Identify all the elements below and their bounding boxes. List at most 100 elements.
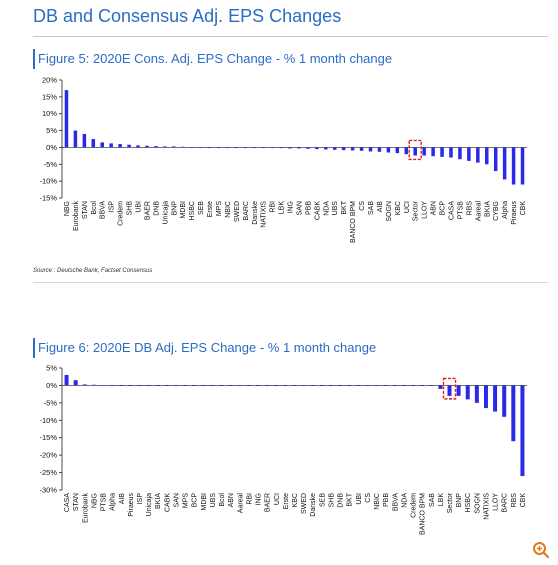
bar bbox=[207, 147, 212, 149]
bar bbox=[404, 147, 409, 155]
x-tick-label: ABN bbox=[431, 201, 438, 215]
x-tick-label: BKIA bbox=[484, 201, 491, 217]
bar bbox=[137, 385, 142, 387]
x-tick-label: BCP bbox=[192, 493, 199, 508]
bar bbox=[109, 143, 113, 148]
x-tick-label: Danske bbox=[310, 493, 317, 517]
bar bbox=[279, 147, 283, 149]
y-tick-label: -15% bbox=[39, 194, 57, 203]
zoom-in-icon[interactable] bbox=[532, 541, 550, 559]
x-tick-label: Eurobank bbox=[73, 201, 80, 231]
x-tick-label: Sector bbox=[447, 492, 454, 513]
bar bbox=[431, 147, 435, 157]
x-tick-label: ISP bbox=[137, 493, 144, 505]
bar bbox=[64, 374, 69, 386]
bar bbox=[467, 147, 471, 161]
bar bbox=[386, 147, 391, 153]
x-tick-label: RBI bbox=[246, 493, 253, 505]
bar bbox=[228, 385, 233, 387]
bar bbox=[332, 147, 337, 150]
x-tick-label: PBB bbox=[383, 493, 390, 507]
bar bbox=[483, 385, 488, 409]
x-tick-label: UBI bbox=[356, 493, 363, 505]
bar bbox=[395, 147, 400, 154]
highlight-box bbox=[408, 139, 422, 161]
bar bbox=[189, 147, 194, 148]
y-tick-label: 15% bbox=[42, 92, 57, 101]
bar bbox=[73, 130, 78, 148]
bar bbox=[127, 144, 131, 148]
x-tick-label: Aareal bbox=[237, 493, 244, 514]
x-tick-label: LLOY bbox=[493, 493, 500, 511]
x-tick-label: UBS bbox=[210, 493, 217, 508]
bar bbox=[347, 385, 352, 387]
x-tick-label: Unicaja bbox=[162, 201, 169, 224]
x-tick-label: MDBI bbox=[180, 201, 187, 219]
x-tick-label: STAN bbox=[82, 201, 89, 219]
bar bbox=[502, 385, 507, 417]
highlight-box bbox=[442, 377, 457, 400]
bar bbox=[520, 385, 525, 477]
bar bbox=[288, 147, 292, 149]
x-tick-label: SEB bbox=[198, 201, 205, 215]
bar bbox=[485, 147, 489, 165]
bar bbox=[146, 385, 151, 387]
bar bbox=[180, 146, 185, 148]
x-tick-label: NBG bbox=[64, 201, 71, 216]
bar bbox=[368, 147, 373, 152]
y-tick-label: -25% bbox=[39, 468, 57, 477]
x-tick-label: NBIC bbox=[225, 201, 232, 218]
bar bbox=[422, 147, 426, 156]
bar bbox=[173, 385, 178, 387]
bar bbox=[297, 147, 301, 149]
x-tick-label: SAB bbox=[368, 201, 375, 215]
x-tick-label: KBC bbox=[395, 201, 402, 215]
bar bbox=[163, 146, 167, 148]
bar bbox=[465, 385, 470, 400]
y-tick-label: 20% bbox=[42, 76, 57, 85]
bar bbox=[265, 385, 270, 387]
bar bbox=[201, 385, 206, 387]
x-tick-label: DNB bbox=[338, 493, 345, 508]
figure5-accent bbox=[33, 49, 35, 69]
bar bbox=[328, 385, 333, 387]
x-tick-label: STAN bbox=[73, 493, 80, 511]
x-tick-label: UBI bbox=[136, 201, 143, 213]
x-tick-label: PBB bbox=[305, 201, 312, 215]
bar bbox=[319, 385, 324, 387]
y-tick-label: -10% bbox=[39, 416, 57, 425]
x-tick-label: CBK bbox=[520, 201, 527, 216]
bar bbox=[172, 146, 176, 148]
x-tick-label: PTSB bbox=[457, 201, 464, 220]
bar bbox=[252, 147, 257, 149]
x-tick-label: NATIXIS bbox=[261, 201, 268, 228]
x-tick-label: Credem bbox=[411, 493, 418, 518]
figure6-title: Figure 6: 2020E DB Adj. EPS Change - % 1… bbox=[38, 340, 377, 355]
title-rule bbox=[33, 36, 548, 37]
bar bbox=[438, 385, 443, 389]
x-tick-label: SHB bbox=[328, 493, 335, 508]
figure5-title: Figure 5: 2020E Cons. Adj. EPS Change - … bbox=[38, 51, 393, 66]
x-tick-label: Alpha bbox=[110, 493, 117, 511]
x-tick-label: MPS bbox=[216, 201, 223, 217]
x-tick-label: Bcol bbox=[91, 201, 98, 215]
bar bbox=[350, 147, 355, 151]
x-tick-label: SEB bbox=[319, 493, 326, 507]
x-tick-label: DNB bbox=[153, 201, 160, 216]
y-tick-label: -10% bbox=[39, 177, 57, 186]
bar bbox=[511, 147, 516, 185]
x-tick-label: BARC bbox=[502, 493, 509, 512]
x-tick-label: BARC bbox=[243, 201, 250, 220]
bar bbox=[237, 385, 242, 387]
x-tick-label: CS bbox=[359, 201, 366, 211]
bar bbox=[440, 147, 444, 157]
x-tick-label: RBS bbox=[466, 201, 473, 216]
figure5-chart: 20%15%10%5%0%-5%-10%-15%NBG Eurobank STAN B… bbox=[39, 76, 527, 244]
x-tick-label: BAER bbox=[144, 201, 151, 220]
x-tick-label: BKT bbox=[347, 492, 354, 506]
bar bbox=[256, 385, 261, 387]
bar bbox=[101, 385, 106, 386]
x-tick-label: SWED bbox=[301, 493, 308, 514]
y-tick-label: -30% bbox=[39, 486, 57, 495]
bar bbox=[474, 385, 479, 403]
